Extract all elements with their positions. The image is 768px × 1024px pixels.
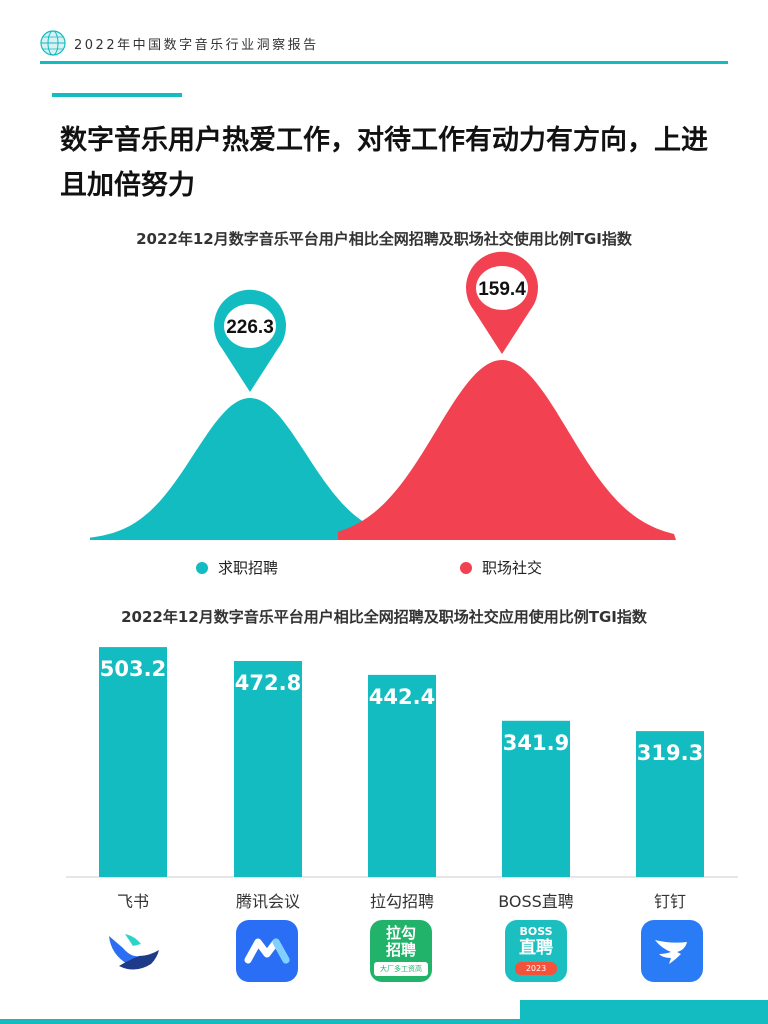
- legend-item-job-search: 求职招聘: [196, 557, 278, 578]
- legend-dot-social: [460, 561, 472, 574]
- feishu-icon: [109, 934, 159, 970]
- footer-line: [0, 1019, 768, 1024]
- chart2-title: 2022年12月数字音乐平台用户相比全网招聘及职场社交应用使用比例TGI指数: [121, 608, 647, 626]
- x-tick-label: 拉勾招聘: [369, 892, 434, 911]
- bar-value-label: 472.8: [234, 670, 302, 695]
- data-label-1: 159.4: [478, 279, 526, 300]
- boss-icon-text-2: 直聘: [519, 938, 553, 958]
- pin-marker-1: [465, 251, 538, 354]
- legend-dot-job-search: [196, 561, 208, 574]
- boss-zhipin-icon: BOSS 直聘 2023: [505, 920, 567, 982]
- x-tick-label: 腾讯会议: [235, 892, 300, 911]
- legend-label-job-search: 求职招聘: [218, 559, 279, 577]
- boss-icon-text-1: BOSS: [519, 925, 553, 938]
- area-series-1: [338, 360, 676, 540]
- x-tick-label: 钉钉: [653, 892, 686, 911]
- lagou-icon-text-3: 大厂多工资高: [374, 962, 428, 976]
- x-tick-label: 飞书: [116, 892, 149, 911]
- bar-value-label: 442.4: [368, 684, 436, 709]
- bar-value-label: 341.9: [502, 730, 570, 755]
- bar-value-label: 503.2: [99, 657, 167, 682]
- x-tick-label: BOSS直聘: [498, 892, 574, 911]
- bar-0: [99, 647, 167, 877]
- data-label-0: 226.3: [226, 317, 274, 338]
- report-title: 2022年中国数字音乐行业洞察报告: [74, 38, 319, 53]
- area-series-0: [90, 398, 420, 540]
- pin-inner-0: [224, 304, 276, 348]
- page-title: 数字音乐用户热爱工作，对待工作有动力有方向，上进且加倍努力: [60, 125, 708, 201]
- title-accent-bar: [52, 93, 182, 97]
- dingtalk-icon: [641, 920, 703, 982]
- boss-icon-text-3: 2023: [515, 962, 557, 975]
- header-divider: [40, 61, 728, 64]
- legend-item-social: 职场社交: [460, 557, 542, 578]
- bar-value-label: 319.3: [636, 741, 704, 766]
- chart1-title: 2022年12月数字音乐平台用户相比全网招聘及职场社交使用比例TGI指数: [136, 230, 632, 248]
- legend-label-social: 职场社交: [482, 559, 543, 577]
- report-header: 2022年中国数字音乐行业洞察报告: [40, 28, 728, 64]
- lagou-icon: 拉勾 招聘 大厂多工资高: [370, 920, 432, 982]
- pin-inner-1: [476, 266, 528, 310]
- globe-logo-icon: [40, 30, 66, 56]
- lagou-icon-text-1: 拉勾: [385, 924, 416, 942]
- pin-marker-0: [214, 289, 286, 392]
- lagou-icon-text-2: 招聘: [385, 941, 416, 959]
- tencent-meeting-icon: [236, 920, 298, 982]
